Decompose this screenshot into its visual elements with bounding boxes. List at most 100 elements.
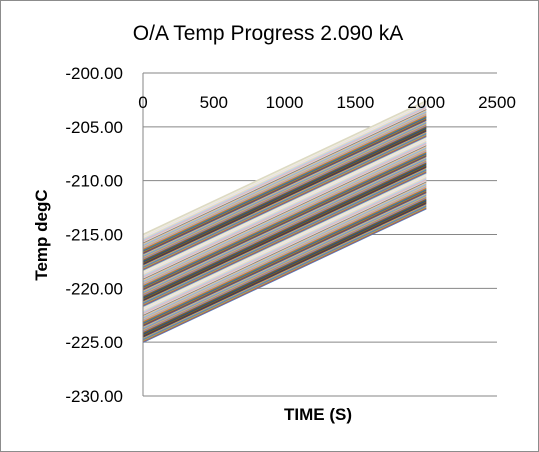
series-line-96: [142, 121, 427, 257]
series-line-28: [142, 182, 427, 318]
series-line-81: [142, 134, 427, 270]
series-line-36: [142, 175, 427, 311]
x-tick-labels: 0 500 1000 1500 2000 2500: [138, 93, 516, 112]
y-tick-label-1: -205.00: [65, 118, 123, 137]
series-line-116: [142, 102, 427, 238]
series-line-55: [142, 158, 427, 294]
series-line-98: [142, 119, 427, 255]
series-line-30: [142, 180, 427, 316]
series-line-17: [142, 192, 427, 328]
series-line-43: [142, 169, 427, 304]
series-line-42: [142, 169, 427, 305]
series-line-87: [142, 129, 427, 265]
series-line-47: [142, 165, 427, 301]
series-line-108: [142, 110, 427, 246]
series-line-31: [142, 179, 427, 315]
series-line-74: [142, 140, 427, 276]
series-line-45: [142, 167, 427, 303]
series-line-75: [142, 140, 427, 276]
series-line-113: [142, 105, 427, 241]
series-line-85: [142, 131, 427, 266]
series-line-93: [142, 123, 427, 259]
series-line-38: [142, 173, 427, 309]
series-line-60: [142, 153, 427, 289]
x-tick-label-2: 1000: [266, 93, 304, 112]
series-line-35: [142, 176, 427, 312]
series-line-62: [142, 151, 427, 287]
series-line-26: [142, 184, 427, 320]
series-line-72: [142, 142, 427, 278]
series-line-22: [142, 188, 427, 323]
series-line-104: [142, 113, 427, 249]
series-line-64: [142, 150, 427, 285]
series-line-109: [142, 109, 427, 245]
series-line-4: [142, 204, 427, 340]
series-line-88: [142, 128, 427, 264]
series-line-63: [142, 150, 427, 286]
series-line-44: [142, 168, 427, 304]
series-line-16: [142, 193, 427, 329]
x-tick-label-3: 1500: [336, 93, 374, 112]
series-line-3: [142, 205, 427, 341]
series-line-94: [142, 122, 427, 258]
series-line-50: [142, 162, 427, 298]
series-line-66: [142, 148, 427, 284]
series-line-89: [142, 127, 427, 263]
series-line-0: [142, 207, 427, 343]
series-line-80: [142, 135, 427, 271]
series-line-27: [142, 183, 427, 319]
series-line-49: [142, 163, 427, 299]
series-line-25: [142, 185, 427, 321]
series-line-119: [142, 100, 427, 236]
y-tick-label-2: -210.00: [65, 172, 123, 191]
series-line-52: [142, 160, 427, 296]
series-line-68: [142, 146, 427, 282]
series-line-103: [142, 114, 427, 250]
series-line-67: [142, 147, 427, 283]
series-line-61: [142, 152, 427, 288]
series-line-69: [142, 145, 427, 281]
series-line-19: [142, 190, 427, 326]
series-line-86: [142, 130, 427, 266]
series-line-5: [142, 203, 427, 339]
series-line-76: [142, 139, 427, 275]
series-line-15: [142, 194, 427, 330]
series-line-101: [142, 116, 427, 252]
series-line-23: [142, 187, 427, 323]
series-line-24: [142, 186, 427, 322]
x-tick-label-1: 500: [200, 93, 228, 112]
y-tick-label-3: -215.00: [65, 226, 123, 245]
series-line-102: [142, 115, 427, 251]
y-tick-label-6: -230.00: [65, 387, 123, 406]
series-line-7: [142, 201, 427, 337]
series-line-105: [142, 112, 427, 248]
series-line-111: [142, 107, 427, 243]
series-line-117: [142, 102, 427, 238]
y-axis-title: Temp degC: [32, 189, 51, 280]
series-line-100: [142, 117, 427, 253]
series-line-1: [142, 207, 427, 342]
series-line-73: [142, 141, 427, 277]
series-line-10: [142, 198, 427, 334]
series-line-92: [142, 124, 427, 260]
series-line-32: [142, 178, 427, 314]
x-axis-title: TIME (S): [284, 405, 352, 424]
series-line-90: [142, 126, 427, 262]
series-line-95: [142, 121, 427, 257]
series-line-71: [142, 143, 427, 279]
series-line-106: [142, 112, 427, 247]
series-line-18: [142, 191, 427, 327]
series-line-118: [142, 101, 427, 237]
series-line-37: [142, 174, 427, 310]
series-line-13: [142, 196, 427, 332]
series-line-9: [142, 199, 427, 335]
series-line-56: [142, 157, 427, 293]
series-line-41: [142, 170, 427, 306]
series-line-65: [142, 149, 427, 285]
series-line-2: [142, 206, 427, 342]
chart-title: O/A Temp Progress 2.090 kA: [133, 22, 403, 45]
series-line-39: [142, 172, 427, 308]
series-line-82: [142, 133, 427, 269]
series-line-112: [142, 106, 427, 242]
